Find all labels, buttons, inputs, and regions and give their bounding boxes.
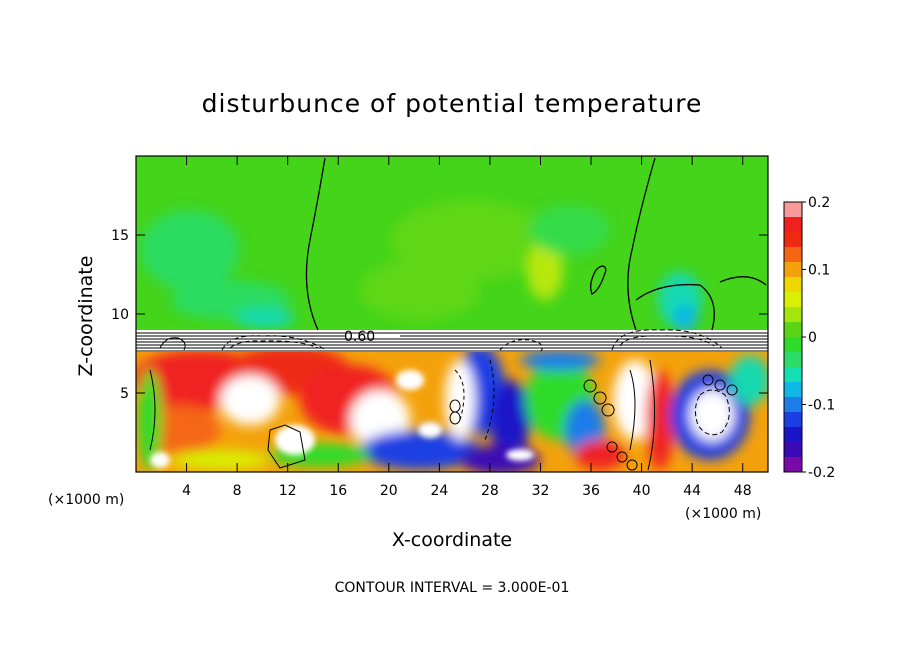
colorbar-swatch xyxy=(784,202,802,218)
colorbar-swatch xyxy=(784,262,802,278)
colorbar-swatch xyxy=(784,352,802,368)
colorbar-tick-label: -0.1 xyxy=(808,398,835,414)
colorbar-swatch xyxy=(784,382,802,398)
colorbar-swatch xyxy=(784,277,802,293)
x-tick-label: 12 xyxy=(279,483,297,499)
x-tick-label: 44 xyxy=(683,483,701,499)
colorbar-swatch xyxy=(784,457,802,473)
heatmap-field xyxy=(136,156,768,472)
x-ticks: 4 8 12 16 20 24 28 32 36 40 44 48 xyxy=(182,156,752,499)
colorbar-swatch xyxy=(784,442,802,458)
y-axis-label: Z-coordinate xyxy=(75,256,97,377)
colorbar-tick-label: 0.2 xyxy=(808,195,830,211)
x-tick-label: 48 xyxy=(734,483,752,499)
colorbar-tick-label: 0 xyxy=(808,330,817,346)
y-tick-label: 10 xyxy=(111,307,129,323)
x-tick-label: 4 xyxy=(182,483,191,499)
colorbar-swatch xyxy=(784,247,802,263)
y-tick-label: 15 xyxy=(111,228,129,244)
lower-layer xyxy=(136,352,768,472)
colorbar xyxy=(783,201,803,473)
x-unit-left: (×1000 m) xyxy=(48,492,124,508)
colorbar-swatch xyxy=(784,367,802,383)
colorbar-swatch xyxy=(784,232,802,248)
colorbar-tick-label: 0.1 xyxy=(808,263,830,279)
x-tick-label: 28 xyxy=(481,483,499,499)
contour-interval-label: CONTOUR INTERVAL = 3.000E-01 xyxy=(335,580,570,596)
colorbar-swatch xyxy=(784,337,802,353)
colorbar-swatch xyxy=(784,292,802,308)
x-tick-label: 32 xyxy=(532,483,550,499)
x-tick-label: 16 xyxy=(329,483,347,499)
colorbar-swatch xyxy=(784,307,802,323)
contour-label: 0.60 xyxy=(344,329,375,345)
colorbar-labels: 0.2 0.1 0 -0.1 -0.2 xyxy=(802,195,835,481)
colorbar-swatch xyxy=(784,322,802,338)
x-tick-label: 20 xyxy=(380,483,398,499)
colorbar-swatch xyxy=(784,397,802,413)
x-tick-label: 8 xyxy=(233,483,242,499)
chart-title: disturbunce of potential temperature xyxy=(202,89,703,118)
x-tick-label: 24 xyxy=(430,483,448,499)
y-ticks: 5 10 15 xyxy=(111,228,768,402)
y-tick-label: 5 xyxy=(120,386,129,402)
x-axis-label: X-coordinate xyxy=(392,529,512,551)
colorbar-swatch xyxy=(784,217,802,233)
x-tick-label: 40 xyxy=(633,483,651,499)
x-tick-label: 36 xyxy=(582,483,600,499)
colorbar-tick-label: -0.2 xyxy=(808,465,835,481)
colorbar-swatch xyxy=(784,412,802,428)
x-unit-right: (×1000 m) xyxy=(685,506,761,522)
colorbar-swatch xyxy=(784,427,802,443)
